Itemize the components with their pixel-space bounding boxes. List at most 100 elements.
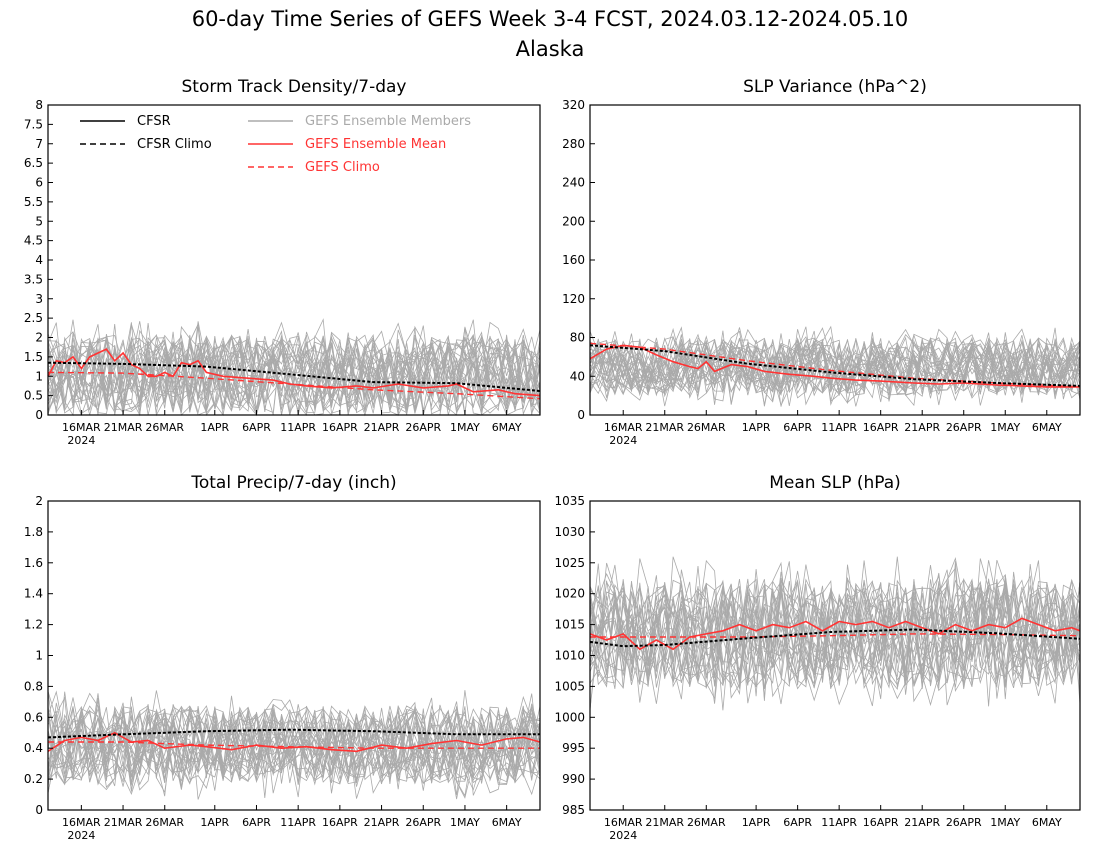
x-tick-label: 26APR xyxy=(405,421,441,434)
mean-slp-panel: Mean SLP (hPa) 985 990 995 1000 1005 1010 1015 1… xyxy=(554,473,1081,842)
ensemble-member-line xyxy=(47,333,541,417)
ensemble-member-line xyxy=(47,705,541,800)
x-tick-label: 21MAR xyxy=(104,816,143,829)
y-tick-label: 1025 xyxy=(554,556,585,570)
x-tick-label: 1APR xyxy=(742,421,771,434)
y-tick-label: 3 xyxy=(35,292,43,306)
x-tick-label: 21APR xyxy=(364,816,400,829)
ensemble-member-line xyxy=(47,698,541,800)
ensemble-members xyxy=(47,318,541,417)
ensemble-member-line xyxy=(47,328,541,417)
ensemble-member-line xyxy=(47,705,541,785)
ensemble-member-line xyxy=(47,695,541,783)
x-tick-label: 26MAR xyxy=(145,816,184,829)
ensemble-member-line xyxy=(589,336,1081,403)
cfsr-climo-line xyxy=(589,344,1081,387)
x-tick-label: 1APR xyxy=(200,816,229,829)
y-tick-label: 120 xyxy=(562,292,585,306)
ensemble-member-line xyxy=(47,337,541,416)
x-tick-label: 1APR xyxy=(200,421,229,434)
panel-title: Total Precip/7-day (inch) xyxy=(190,473,396,493)
x-tick-label: 6MAY xyxy=(1032,421,1062,434)
panel-title: Mean SLP (hPa) xyxy=(769,473,901,493)
gefs-ensemble-mean-line xyxy=(47,731,541,753)
x-tick-label: 16APR xyxy=(863,816,899,829)
y-tick-label: 1.6 xyxy=(24,556,43,570)
x-tick-label: 11APR xyxy=(821,816,857,829)
y-tick-label: 5.5 xyxy=(24,195,43,209)
cfsr-climo-line xyxy=(47,728,540,739)
ensemble-member-line xyxy=(589,557,1081,707)
x-tick-label: 16MAR xyxy=(604,421,643,434)
ensemble-member-line xyxy=(589,579,1081,689)
y-tick-label: 990 xyxy=(562,772,585,786)
x-tick-label: 26MAR xyxy=(145,421,184,434)
y-tick-label: 0.6 xyxy=(24,710,43,724)
y-tick-label: 0.2 xyxy=(24,772,43,786)
ensemble-member-line xyxy=(589,578,1081,700)
gefs-climo-line xyxy=(589,342,1081,388)
y-tick-label: 240 xyxy=(562,176,585,190)
x-tick-label: 21APR xyxy=(904,421,940,434)
y-tick-label: 320 xyxy=(562,98,585,112)
x-tick-label: 21MAR xyxy=(645,421,684,434)
x-tick-label: 16APR xyxy=(322,816,358,829)
y-tick-label: 1005 xyxy=(554,679,585,693)
y-tick-label: 3.5 xyxy=(24,272,43,286)
x-tick-label: 16MAR xyxy=(604,816,643,829)
x-year-label: 2024 xyxy=(609,829,637,842)
y-tick-label: 7.5 xyxy=(24,117,43,131)
y-tick-label: 1.8 xyxy=(24,525,43,539)
x-tick-label: 1MAY xyxy=(450,421,480,434)
y-tick-label: 200 xyxy=(562,214,585,228)
ensemble-member-line xyxy=(47,705,541,794)
gefs-ensemble-mean-line xyxy=(589,617,1081,651)
x-tick-label: 1MAY xyxy=(990,816,1020,829)
x-tick-label: 1APR xyxy=(742,816,771,829)
cfsr-climo-line xyxy=(589,628,1081,648)
x-tick-label: 26MAR xyxy=(687,421,726,434)
y-tick-label: 1000 xyxy=(554,710,585,724)
ensemble-member-line xyxy=(589,579,1081,699)
y-tick-label: 0.8 xyxy=(24,679,43,693)
ensemble-member-line xyxy=(47,321,541,417)
ensemble-member-line xyxy=(47,690,541,784)
y-tick-label: 1020 xyxy=(554,587,585,601)
y-tick-label: 6.5 xyxy=(24,156,43,170)
ensemble-member-line xyxy=(47,692,541,785)
ensemble-member-line xyxy=(589,560,1081,698)
x-tick-label: 6APR xyxy=(783,421,812,434)
legend-mean-label: GEFS Ensemble Mean xyxy=(305,137,446,152)
legend: CFSR CFSR Climo GEFS Ensemble Members GE… xyxy=(80,114,471,175)
y-tick-label: 6 xyxy=(35,176,43,190)
panel-title: SLP Variance (hPa^2) xyxy=(743,77,927,97)
cfsr-climo-line xyxy=(47,361,541,392)
x-tick-label: 6APR xyxy=(242,421,271,434)
slp-variance-panel: SLP Variance (hPa^2) 0 40 80 120 160 200 240 280… xyxy=(562,77,1081,447)
figure-title: 60-day Time Series of GEFS Week 3-4 FCST… xyxy=(192,7,909,31)
gefs-ensemble-mean-line xyxy=(589,344,1080,388)
x-tick-label: 16APR xyxy=(322,421,358,434)
gefs-climo-line xyxy=(590,633,1081,638)
y-tick-label: 1.2 xyxy=(24,618,43,632)
panel-title: Storm Track Density/7-day xyxy=(182,77,407,97)
x-tick-label: 26MAR xyxy=(687,816,726,829)
gefs-climo-line xyxy=(48,741,540,749)
ensemble-members xyxy=(47,690,541,800)
x-tick-label: 21MAR xyxy=(104,421,143,434)
ensemble-member-line xyxy=(589,327,1081,402)
y-tick-label: 40 xyxy=(570,369,585,383)
y-tick-label: 1 xyxy=(35,369,43,383)
ensemble-member-line xyxy=(589,333,1081,406)
y-tick-label: 0 xyxy=(35,803,43,817)
y-tick-label: 4 xyxy=(35,253,43,267)
y-tick-label: 7 xyxy=(35,137,43,151)
y-tick-label: 985 xyxy=(562,803,585,817)
y-tick-label: 0.5 xyxy=(24,389,43,403)
ensemble-member-line xyxy=(47,695,541,795)
ensemble-member-line xyxy=(47,690,541,791)
legend-cfsr-climo-label: CFSR Climo xyxy=(137,137,212,152)
y-tick-label: 0 xyxy=(35,408,43,422)
x-tick-label: 6APR xyxy=(242,816,271,829)
